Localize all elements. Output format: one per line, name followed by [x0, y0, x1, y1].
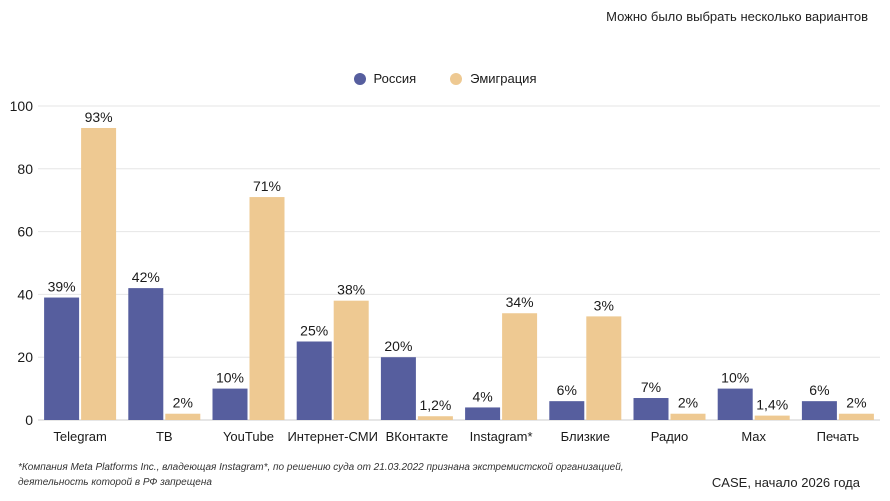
data-label-russia: 10%	[216, 370, 244, 386]
x-tick-label: ВКонтакте	[386, 429, 449, 444]
bar-emigration	[754, 415, 790, 420]
legend-item-russia: Россия	[353, 71, 417, 86]
source-label: CASE, начало 2026 года	[711, 475, 860, 490]
bar-russia	[380, 357, 416, 420]
x-tick-label: Интернет-СМИ	[287, 429, 377, 444]
data-label-russia: 6%	[809, 382, 829, 398]
x-tick-label: Telegram	[53, 429, 106, 444]
bar-emigration	[333, 300, 369, 420]
data-label-emigration: 93%	[85, 109, 113, 125]
bar-emigration	[165, 413, 201, 420]
data-label-russia: 7%	[641, 379, 661, 395]
bar-russia	[549, 401, 585, 420]
data-label-emigration: 38%	[337, 282, 365, 298]
y-tick-label: 0	[25, 412, 33, 428]
bar-russia	[128, 288, 164, 420]
legend-swatch-russia	[353, 72, 366, 85]
x-tick-label: Max	[741, 429, 766, 444]
data-label-emigration: 1,4%	[756, 397, 788, 413]
legend-label-russia: Россия	[373, 71, 417, 86]
data-label-emigration: 3%	[594, 297, 614, 313]
y-tick-label: 40	[17, 286, 33, 302]
data-label-russia: 20%	[384, 338, 412, 354]
bar-emigration	[502, 313, 538, 420]
data-label-russia: 4%	[472, 388, 492, 404]
legend-swatch-emigration	[450, 72, 463, 85]
bar-russia	[801, 401, 837, 420]
x-tick-label: Радио	[651, 429, 689, 444]
data-label-emigration: 71%	[253, 178, 281, 194]
y-tick-label: 80	[17, 161, 33, 177]
x-tick-label: ТВ	[156, 429, 173, 444]
legend-item-emigration: Эмиграция	[450, 71, 537, 86]
bar-emigration	[838, 413, 874, 420]
bar-emigration	[670, 413, 706, 420]
x-tick-label: Instagram*	[470, 429, 533, 444]
x-tick-label: YouTube	[223, 429, 274, 444]
bar-russia	[633, 398, 669, 420]
bar-emigration	[417, 416, 453, 420]
y-tick-label: 60	[17, 224, 33, 240]
bar-russia	[717, 388, 753, 420]
bar-russia	[44, 297, 80, 420]
data-label-russia: 39%	[48, 279, 76, 295]
chart-subtitle: Можно было выбрать несколько вариантов	[606, 9, 868, 24]
bar-emigration	[81, 127, 117, 420]
legend-label-emigration: Эмиграция	[470, 71, 537, 86]
bar-emigration	[249, 197, 285, 420]
data-label-emigration: 2%	[173, 395, 193, 411]
data-label-russia: 6%	[557, 382, 577, 398]
data-label-emigration: 34%	[506, 294, 534, 310]
bar-russia	[212, 388, 248, 420]
bar-russia	[465, 407, 501, 420]
footnote: *Компания Meta Platforms Inc., владеющая…	[18, 462, 624, 488]
data-label-russia: 42%	[132, 269, 160, 285]
data-label-emigration: 2%	[678, 395, 698, 411]
bar-chart: 0 20 40 60 80 100 39% 93% Telegram 42% 2% ТВ 10% 71% Y…	[10, 98, 880, 444]
data-label-russia: 10%	[721, 370, 749, 386]
data-label-russia: 25%	[300, 323, 328, 339]
chart-legend: Россия Эмиграция	[0, 71, 890, 86]
data-label-emigration: 1,2%	[419, 397, 451, 413]
x-tick-label: Близкие	[561, 429, 610, 444]
bar-emigration	[586, 316, 622, 420]
bar-russia	[296, 341, 332, 420]
x-tick-label: Печать	[817, 429, 860, 444]
data-label-emigration: 2%	[846, 395, 866, 411]
y-tick-label: 20	[17, 349, 33, 365]
y-tick-label: 100	[10, 98, 34, 114]
